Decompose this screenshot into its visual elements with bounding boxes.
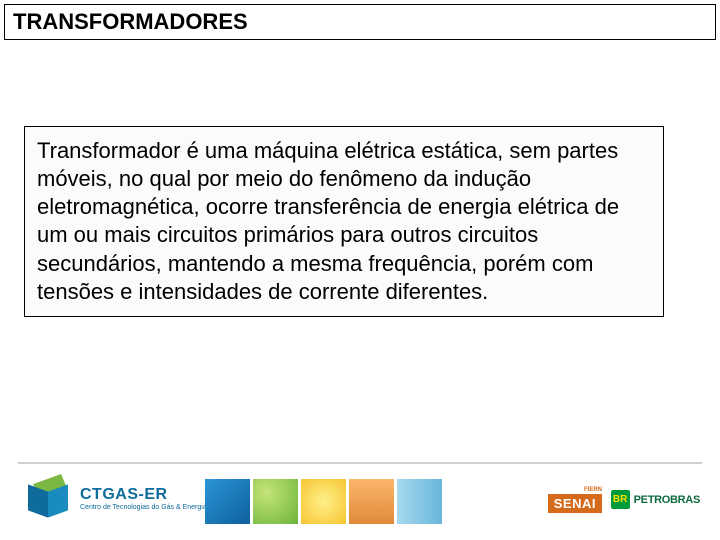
- tile-green-icon: [253, 479, 298, 524]
- petrobras-br-icon: BR: [611, 490, 630, 509]
- footer-divider: [18, 462, 702, 464]
- petrobras-label: PETROBRAS: [634, 494, 700, 506]
- tile-lightblue-icon: [397, 479, 442, 524]
- footer: CTGAS-ER Centro de Tecnologias do Gás & …: [0, 462, 720, 540]
- senai-label: SENAI: [548, 494, 602, 513]
- senai-logo: FIERN SENAI: [548, 487, 602, 513]
- tile-blue-icon: [205, 479, 250, 524]
- ctgas-cube-icon: [28, 476, 72, 520]
- tile-orange-icon: [349, 479, 394, 524]
- petrobras-logo: BR PETROBRAS: [611, 490, 700, 509]
- slide-body-text: Transformador é uma máquina elétrica est…: [24, 126, 664, 317]
- slide-title: TRANSFORMADORES: [4, 4, 716, 40]
- tile-yellow-icon: [301, 479, 346, 524]
- decorative-tiles: [205, 479, 442, 524]
- senai-fiern-label: FIERN: [584, 487, 602, 493]
